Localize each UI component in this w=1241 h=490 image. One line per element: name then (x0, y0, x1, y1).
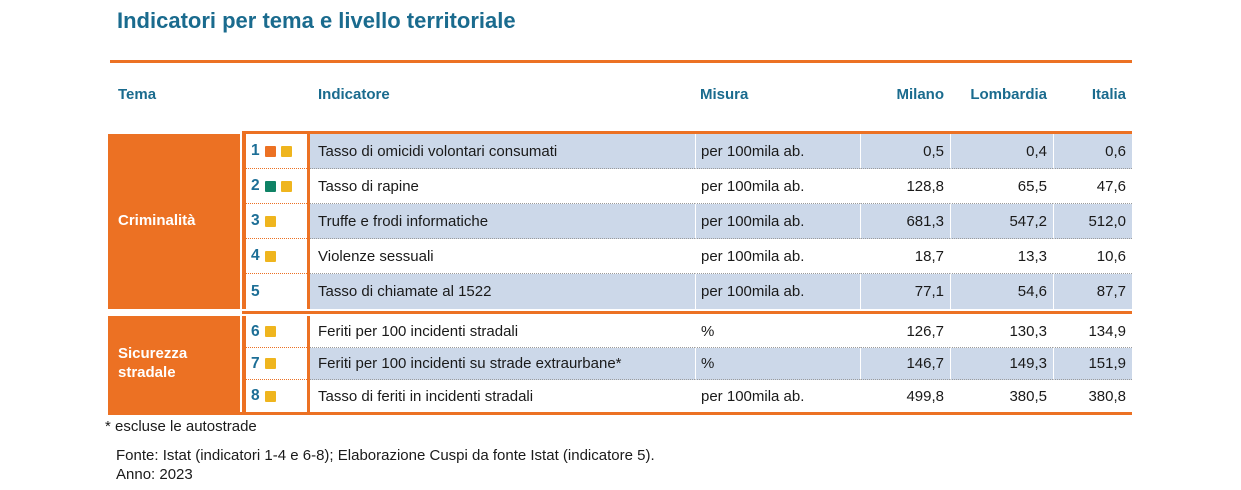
row-number: 8 (251, 387, 260, 404)
row-number-cell: 5 (246, 274, 307, 309)
yellow-marker-icon (264, 358, 276, 369)
milano-value-cell: 18,7 (860, 239, 950, 274)
italia-value-cell: 87,7 (1053, 274, 1132, 309)
source-block: Fonte: Istat (indicatori 1-4 e 6-8); Ela… (116, 446, 655, 484)
measure-cell: per 100mila ab. (695, 274, 860, 309)
italia-value-cell: 10,6 (1053, 239, 1132, 274)
italia-value-cell: 0,6 (1053, 134, 1132, 169)
milano-value-cell: 681,3 (860, 204, 950, 239)
row-number: 4 (251, 247, 260, 264)
group-divider (108, 309, 1132, 316)
italia-value-cell: 47,6 (1053, 169, 1132, 204)
lombardia-value-cell: 65,5 (950, 169, 1053, 204)
milano-value-cell: 77,1 (860, 274, 950, 309)
measure-cell: per 100mila ab. (695, 204, 860, 239)
measure-cell: % (695, 348, 860, 380)
row-number-cell: 7 (246, 348, 307, 380)
measure-cell: per 100mila ab. (695, 380, 860, 412)
milano-value-cell: 126,7 (860, 316, 950, 348)
lombardia-value-cell: 13,3 (950, 239, 1053, 274)
source-line: Fonte: Istat (indicatori 1-4 e 6-8); Ela… (116, 447, 655, 464)
indicator-cell: Tasso di feriti in incidenti stradali (310, 380, 695, 412)
indicators-table: Criminalità 1 Tasso di omicidi volontari c… (108, 131, 1132, 415)
theme-group: Criminalità 1 Tasso di omicidi volontari c… (108, 134, 1132, 309)
column-header-lombardia: Lombardia (970, 86, 1047, 103)
theme-group: Sicurezza stradale 6 Feriti per 100 incide… (108, 316, 1132, 412)
indicator-cell: Truffe e frodi informatiche (310, 204, 695, 239)
footnote-asterisk: * escluse le autostrade (105, 418, 257, 435)
number-column-right-border (307, 134, 310, 309)
row-number: 2 (251, 177, 260, 194)
indicator-cell: Tasso di omicidi volontari consumati (310, 134, 695, 169)
table-top-border (242, 131, 1132, 134)
theme-cell: Criminalità (108, 134, 240, 309)
italia-value-cell: 380,8 (1053, 380, 1132, 412)
green-marker-icon (264, 180, 276, 192)
yellow-marker-icon (264, 390, 276, 402)
yellow-marker-icon (264, 215, 276, 227)
number-column-left-border (242, 316, 246, 412)
italia-value-cell: 512,0 (1053, 204, 1132, 239)
indicator-cell: Tasso di chiamate al 1522 (310, 274, 695, 309)
measure-cell: per 100mila ab. (695, 169, 860, 204)
row-number-cell: 3 (246, 204, 307, 239)
italia-value-cell: 134,9 (1053, 316, 1132, 348)
lombardia-value-cell: 380,5 (950, 380, 1053, 412)
lombardia-value-cell: 0,4 (950, 134, 1053, 169)
column-header-tema: Tema (118, 86, 157, 103)
yellow-marker-icon (264, 326, 276, 337)
yellow-marker-icon (280, 145, 292, 157)
column-header-italia: Italia (1091, 86, 1126, 103)
theme-cell: Sicurezza stradale (108, 316, 240, 412)
yellow-marker-icon (280, 180, 292, 192)
row-number-cell: 6 (246, 316, 307, 348)
lombardia-value-cell: 54,6 (950, 274, 1053, 309)
table-body: Criminalità 1 Tasso di omicidi volontari c… (108, 134, 1132, 412)
yellow-marker-icon (264, 250, 276, 262)
table-bottom-border (108, 412, 1132, 415)
indicator-cell: Feriti per 100 incidenti stradali (310, 316, 695, 348)
milano-value-cell: 146,7 (860, 348, 950, 380)
row-number: 6 (251, 322, 260, 340)
indicator-cell: Violenze sessuali (310, 239, 695, 274)
lombardia-value-cell: 149,3 (950, 348, 1053, 380)
column-header-indicatore: Indicatore (318, 86, 390, 103)
row-number-cell: 2 (246, 169, 307, 204)
measure-cell: per 100mila ab. (695, 134, 860, 169)
measure-cell: % (695, 316, 860, 348)
column-header-misura: Misura (700, 86, 749, 103)
row-number: 5 (251, 282, 260, 300)
italia-value-cell: 151,9 (1053, 348, 1132, 380)
row-number-cell: 4 (246, 239, 307, 274)
row-number: 3 (251, 212, 260, 229)
year-line: Anno: 2023 (116, 466, 193, 483)
column-header-milano: Milano (896, 86, 945, 103)
milano-value-cell: 0,5 (860, 134, 950, 169)
lombardia-value-cell: 547,2 (950, 204, 1053, 239)
measure-cell: per 100mila ab. (695, 239, 860, 274)
number-column-right-border (307, 316, 310, 412)
row-number: 7 (251, 354, 260, 372)
row-number: 1 (251, 142, 260, 159)
indicator-cell: Feriti per 100 incidenti su strade extra… (310, 348, 695, 380)
title-underline (110, 60, 1132, 63)
milano-value-cell: 499,8 (860, 380, 950, 412)
indicator-cell: Tasso di rapine (310, 169, 695, 204)
table-header-row: Tema Indicatore Misura Milano Lombardia … (108, 86, 1132, 103)
row-number-cell: 8 (246, 380, 307, 412)
orange-marker-icon (264, 145, 276, 157)
row-number-cell: 1 (246, 134, 307, 169)
number-column-left-border (242, 134, 246, 309)
milano-value-cell: 128,8 (860, 169, 950, 204)
lombardia-value-cell: 130,3 (950, 316, 1053, 348)
page-title: Indicatori per tema e livello territoria… (117, 8, 516, 33)
